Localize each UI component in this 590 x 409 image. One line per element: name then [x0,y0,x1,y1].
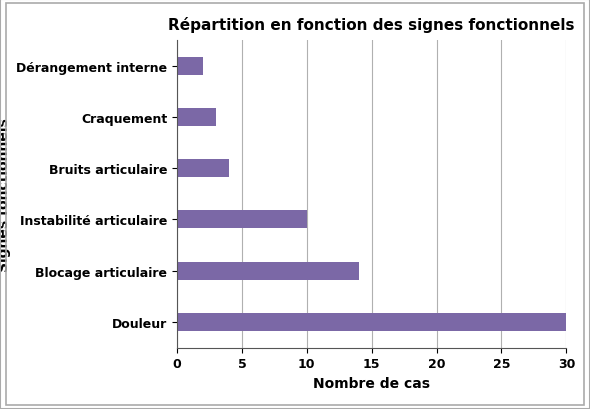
Bar [177,211,307,229]
Bar [177,160,229,178]
Bar [177,262,359,280]
Title: Répartition en fonction des signes fonctionnels: Répartition en fonction des signes fonct… [169,17,575,33]
X-axis label: Nombre de cas: Nombre de cas [313,376,430,390]
Bar [177,109,216,126]
Bar [177,313,566,331]
Y-axis label: Signes fonctionnels: Signes fonctionnels [0,117,11,271]
Bar [177,58,203,75]
